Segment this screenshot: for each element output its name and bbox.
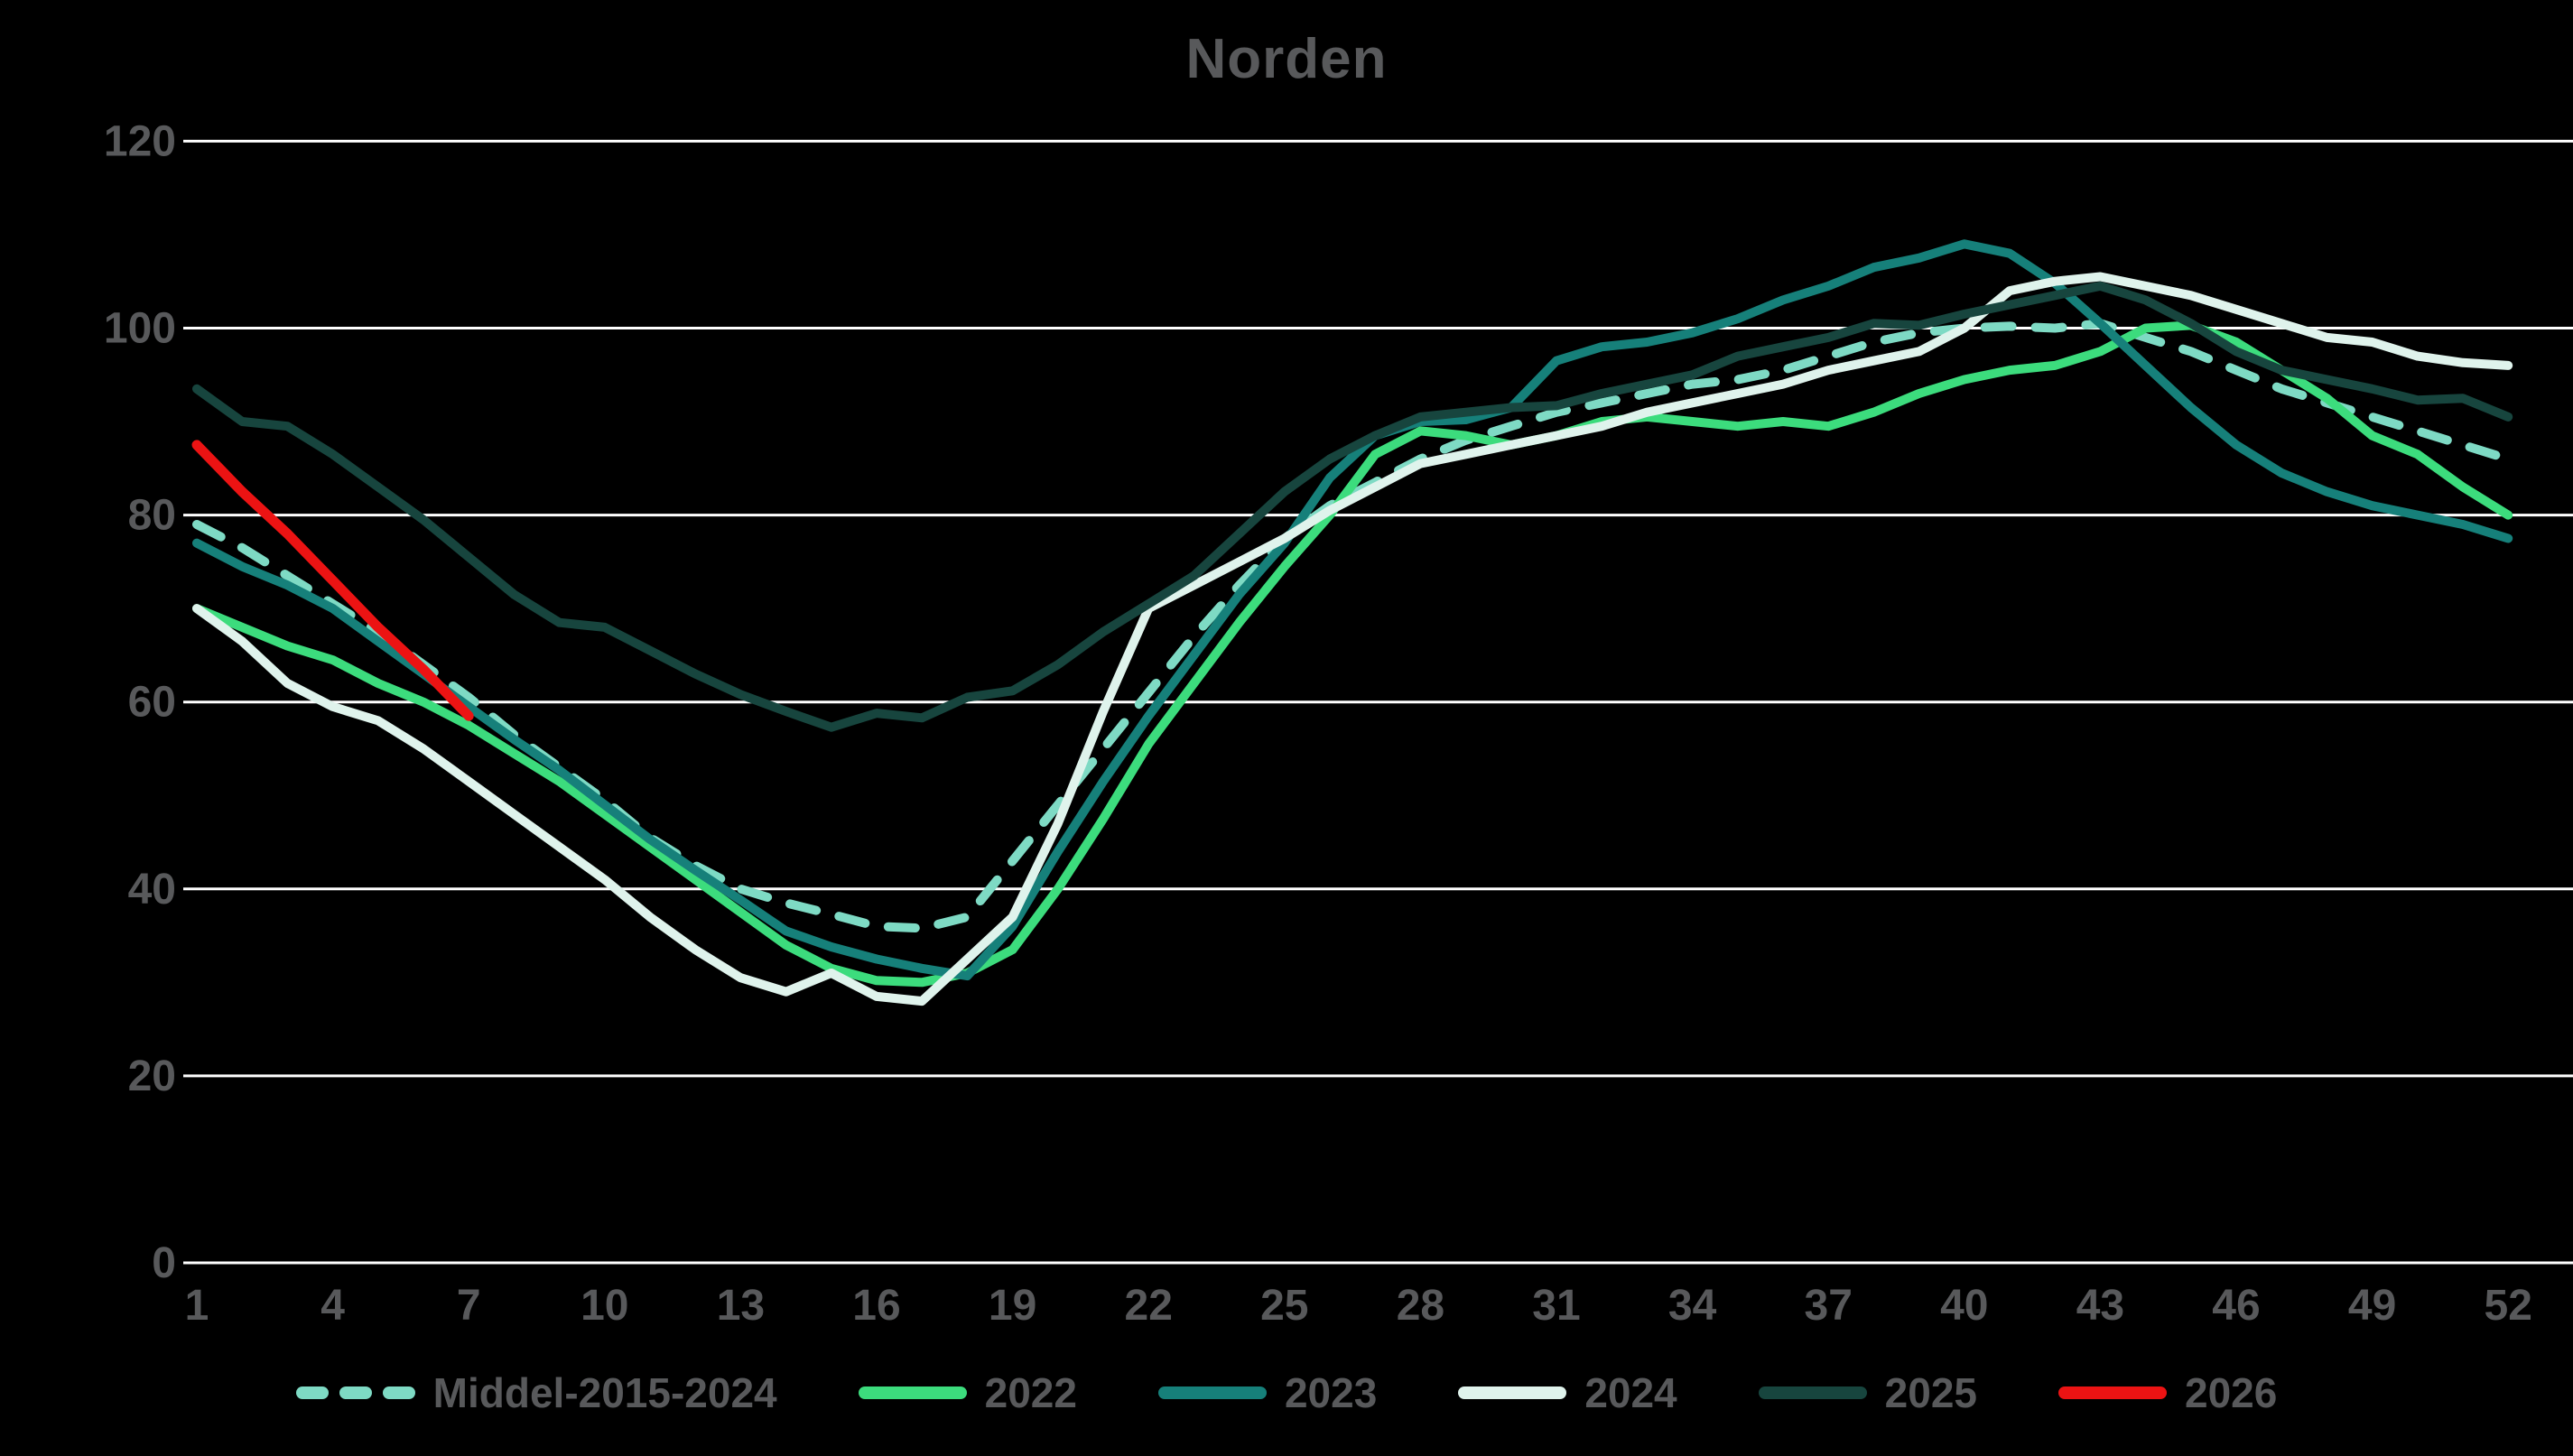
x-axis-label-4: 4 bbox=[320, 1282, 345, 1330]
y-axis-label-60: 60 bbox=[128, 679, 176, 727]
x-axis-label-22: 22 bbox=[1125, 1282, 1173, 1330]
legend-line-sample bbox=[858, 1386, 967, 1399]
legend-label-2023: 2023 bbox=[1284, 1369, 1378, 1416]
series-line-2024 bbox=[192, 272, 2513, 1006]
y-axis-label-0: 0 bbox=[152, 1239, 176, 1287]
x-axis-label-43: 43 bbox=[2076, 1282, 2124, 1330]
legend-item-2024: 2024 bbox=[1458, 1368, 1677, 1417]
series-line-2022 bbox=[192, 320, 2513, 988]
legend-swatch-2026 bbox=[2058, 1386, 2167, 1399]
legend-item-middel-2015-2024: Middel-2015-2024 bbox=[295, 1368, 777, 1417]
y-axis-label-20: 20 bbox=[128, 1053, 176, 1100]
x-axis-label-34: 34 bbox=[1668, 1282, 1717, 1330]
legend-dash-segment bbox=[339, 1386, 372, 1399]
series-line-2023 bbox=[192, 239, 2513, 981]
legend-line-sample bbox=[1458, 1386, 1567, 1399]
legend-label-2026: 2026 bbox=[2185, 1369, 2278, 1416]
x-axis-label-31: 31 bbox=[1532, 1282, 1580, 1330]
x-axis-label-49: 49 bbox=[2348, 1282, 2396, 1330]
y-axis-label-40: 40 bbox=[128, 866, 176, 913]
x-axis-label-28: 28 bbox=[1397, 1282, 1444, 1330]
x-axis-label-1: 1 bbox=[185, 1282, 209, 1330]
legend-label-2024: 2024 bbox=[1584, 1369, 1677, 1416]
legend-dash-segment bbox=[295, 1386, 329, 1399]
x-axis-label-10: 10 bbox=[581, 1282, 628, 1330]
legend-label-2025: 2025 bbox=[1884, 1369, 1977, 1416]
x-axis-label-37: 37 bbox=[1805, 1282, 1853, 1330]
legend-item-2026: 2026 bbox=[2058, 1368, 2277, 1417]
legend-item-2025: 2025 bbox=[1758, 1368, 1977, 1417]
legend-swatch-2022 bbox=[858, 1386, 967, 1399]
legend-item-2023: 2023 bbox=[1157, 1368, 1378, 1417]
legend-line-sample bbox=[2058, 1386, 2167, 1399]
legend-line-sample bbox=[1157, 1386, 1267, 1399]
x-axis-label-19: 19 bbox=[989, 1282, 1036, 1330]
x-axis-label-16: 16 bbox=[852, 1282, 900, 1330]
x-axis-label-13: 13 bbox=[717, 1282, 765, 1330]
legend-dash-segment bbox=[382, 1386, 415, 1399]
legend: Middel-2015-2024 2022 2023 2024 2025 2026 bbox=[0, 1361, 2573, 1424]
legend-swatch-2024 bbox=[1458, 1386, 1567, 1399]
legend-swatch-2025 bbox=[1758, 1386, 1867, 1399]
legend-label-2022: 2022 bbox=[984, 1369, 1077, 1416]
series-line-2026 bbox=[191, 440, 474, 721]
x-axis-label-25: 25 bbox=[1260, 1282, 1308, 1330]
x-axis-label-46: 46 bbox=[2212, 1282, 2260, 1330]
y-axis-label-120: 120 bbox=[104, 117, 176, 165]
x-axis-label-52: 52 bbox=[2485, 1282, 2532, 1330]
legend-label-middel-2015-2024: Middel-2015-2024 bbox=[432, 1369, 777, 1416]
y-axis-label-100: 100 bbox=[104, 305, 176, 353]
x-axis-label-40: 40 bbox=[1940, 1282, 1988, 1330]
legend-line-sample bbox=[1758, 1386, 1867, 1399]
y-axis-label-80: 80 bbox=[128, 492, 176, 540]
legend-swatch-middel-2015-2024 bbox=[295, 1386, 415, 1399]
series-line-2025 bbox=[192, 281, 2513, 732]
legend-swatch-2023 bbox=[1157, 1386, 1267, 1399]
x-axis-label-7: 7 bbox=[457, 1282, 481, 1330]
legend-item-2022: 2022 bbox=[858, 1368, 1077, 1417]
chart-title: Norden bbox=[1185, 28, 1388, 90]
